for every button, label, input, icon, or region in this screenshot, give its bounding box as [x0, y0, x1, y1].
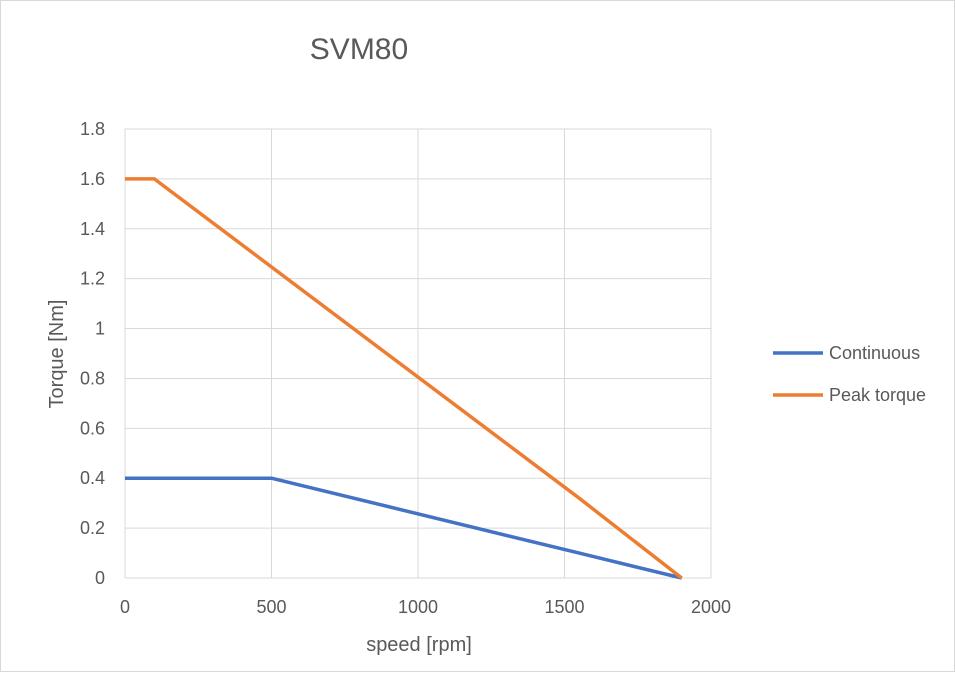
y-axis-label: Torque [Nm] — [46, 300, 68, 409]
y-tick-label: 1.2 — [80, 269, 105, 289]
y-tick-label: 0.4 — [80, 468, 105, 488]
legend-label: Continuous — [829, 343, 920, 363]
y-tick-label: 1 — [95, 319, 105, 339]
x-tick-label: 0 — [120, 597, 130, 617]
x-tick-label: 1000 — [398, 597, 438, 617]
legend-label: Peak torque — [829, 385, 926, 405]
y-tick-label: 1.8 — [80, 119, 105, 139]
y-tick-label: 1.6 — [80, 169, 105, 189]
grid — [125, 129, 711, 578]
y-tick-label: 0.6 — [80, 418, 105, 438]
legend: Continuous Peak torque — [773, 343, 926, 405]
chart-title: SVM80 — [310, 33, 408, 66]
x-axis-ticks: 0 500 1000 1500 2000 — [120, 597, 731, 617]
y-tick-label: 0 — [95, 568, 105, 588]
x-tick-label: 500 — [256, 597, 286, 617]
x-tick-label: 2000 — [691, 597, 731, 617]
y-tick-label: 0.8 — [80, 368, 105, 388]
x-axis-label: speed [rpm] — [366, 634, 472, 656]
y-tick-label: 0.2 — [80, 518, 105, 538]
y-axis-ticks: 0 0.2 0.4 0.6 0.8 1 1.2 1.4 1.6 1.8 — [80, 119, 105, 588]
y-tick-label: 1.4 — [80, 219, 105, 239]
x-tick-label: 1500 — [544, 597, 584, 617]
